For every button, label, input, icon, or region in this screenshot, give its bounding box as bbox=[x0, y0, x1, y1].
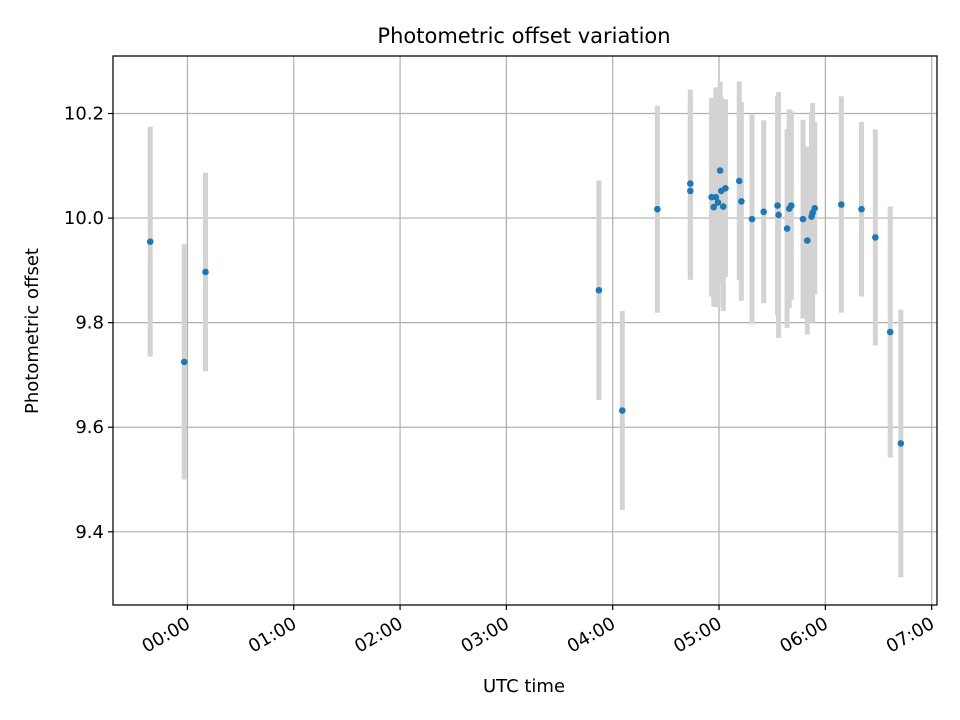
data-point bbox=[687, 180, 694, 187]
data-point bbox=[710, 203, 718, 211]
data-point bbox=[687, 187, 694, 195]
y-tick-label: 9.8 bbox=[75, 313, 104, 334]
data-point bbox=[712, 193, 720, 201]
data-point bbox=[783, 225, 791, 232]
y-tick-label: 9.6 bbox=[75, 417, 104, 438]
plot-frame bbox=[112, 55, 938, 606]
data-point bbox=[719, 203, 727, 210]
point-layer bbox=[146, 167, 905, 447]
data-point bbox=[775, 211, 782, 219]
data-point bbox=[202, 268, 209, 276]
data-point bbox=[735, 177, 743, 185]
data-point bbox=[799, 215, 807, 223]
data-point bbox=[803, 237, 811, 244]
y-tick-label: 10.0 bbox=[64, 208, 104, 229]
x-axis-title: UTC time bbox=[483, 676, 565, 697]
y-tick-label: 9.4 bbox=[75, 522, 104, 543]
data-point bbox=[722, 184, 729, 192]
data-point bbox=[180, 358, 188, 366]
data-point bbox=[595, 286, 603, 294]
chart-title: Photometric offset variation bbox=[377, 24, 670, 48]
data-point bbox=[146, 238, 154, 245]
data-point bbox=[774, 202, 781, 209]
data-point bbox=[858, 205, 865, 213]
data-point bbox=[738, 198, 745, 205]
data-point bbox=[760, 208, 767, 216]
data-point bbox=[618, 407, 626, 414]
data-point bbox=[872, 234, 879, 241]
data-point bbox=[716, 167, 724, 174]
data-point bbox=[654, 205, 661, 213]
data-point bbox=[748, 215, 756, 223]
y-axis-title: Photometric offset bbox=[22, 248, 43, 414]
data-point bbox=[838, 201, 845, 208]
data-point bbox=[788, 202, 795, 209]
data-point bbox=[714, 199, 722, 206]
data-point bbox=[897, 440, 905, 447]
data-point bbox=[811, 204, 819, 212]
y-tick-label: 10.2 bbox=[64, 104, 104, 125]
data-point bbox=[886, 328, 894, 336]
